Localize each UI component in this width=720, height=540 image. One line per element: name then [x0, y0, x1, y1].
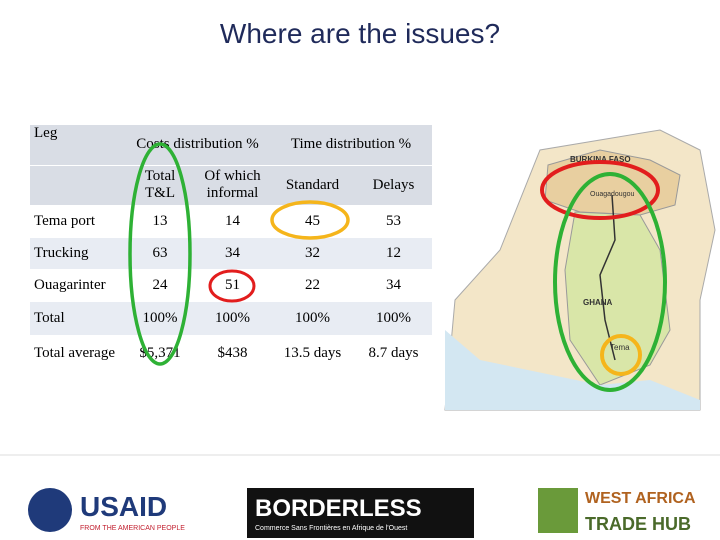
logo-text: USAID — [80, 491, 167, 522]
map-label: BURKINA FASO — [570, 155, 631, 164]
logo-text: FROM THE AMERICAN PEOPLE — [80, 525, 185, 532]
highlight — [270, 200, 350, 240]
map: BURKINA FASO Ouagadougou GHANA Tema — [444, 129, 716, 411]
cell: 100% — [195, 301, 270, 336]
cell: 100% — [270, 301, 355, 336]
logo-text: BORDERLESS — [255, 495, 422, 522]
logo-hub: WEST AFRICA TRADE HUB — [538, 488, 696, 534]
highlight — [553, 172, 667, 392]
table-row: Ouagarinter 24 51 22 34 — [30, 269, 432, 302]
cell: 34 — [195, 237, 270, 270]
row-label: Total — [30, 301, 125, 336]
map-label: Ouagadougou — [590, 191, 634, 198]
cell: 34 — [355, 269, 432, 302]
cell: 63 — [125, 237, 195, 270]
sea — [445, 330, 700, 410]
logo-usaid: USAID FROM THE AMERICAN PEOPLE — [28, 488, 185, 532]
logo-text: Commerce Sans Frontières en Afrique de l… — [255, 525, 407, 532]
header-cell: Time distribution % — [270, 125, 432, 166]
header-cell: Standard — [270, 165, 355, 206]
header-cell: Costs distribution % — [125, 125, 270, 166]
row-label: Ouagarinter — [30, 269, 125, 302]
header-cell — [30, 165, 125, 206]
cell: 8.7 days — [355, 335, 432, 373]
highlight — [208, 269, 256, 303]
cell: 24 — [125, 269, 195, 302]
cell: $5,371 — [125, 335, 195, 373]
logo-borderless: BORDERLESS Commerce Sans Frontières en A… — [247, 488, 474, 538]
cell: $438 — [195, 335, 270, 373]
cell: 53 — [355, 205, 432, 238]
row-label: Total average — [30, 335, 125, 373]
seal — [28, 488, 72, 532]
cell: 32 — [270, 237, 355, 270]
header-cell: Leg — [30, 125, 125, 166]
title: Where are the issues? — [219, 18, 501, 49]
row-label: Trucking — [30, 237, 125, 270]
cell: 22 — [270, 269, 355, 302]
logo-bg — [247, 488, 474, 538]
map-label: GHANA — [583, 298, 613, 307]
logo-text: TRADE HUB — [585, 514, 691, 534]
route — [599, 194, 616, 361]
header-cell: Delays — [355, 165, 432, 206]
cell: 51 — [195, 269, 270, 302]
row-label: Tema port — [30, 205, 125, 238]
cell: 13 — [125, 205, 195, 238]
map-label: Tema — [610, 343, 630, 352]
cell: 13.5 days — [270, 335, 355, 373]
header-cell: Of which informal — [195, 165, 270, 206]
cell: 14 — [195, 205, 270, 238]
highlight — [128, 142, 192, 366]
cell: 12 — [355, 237, 432, 270]
highlight — [600, 334, 642, 376]
table-row: Trucking 63 34 32 12 — [30, 237, 432, 270]
table-row: Total average $5,371 $438 13.5 days 8.7 days — [30, 335, 432, 373]
logo-text: WEST AFRICA — [585, 490, 696, 507]
cell: 100% — [355, 301, 432, 336]
ghana — [564, 211, 671, 386]
highlight — [540, 160, 660, 220]
logo-icon — [538, 488, 578, 533]
